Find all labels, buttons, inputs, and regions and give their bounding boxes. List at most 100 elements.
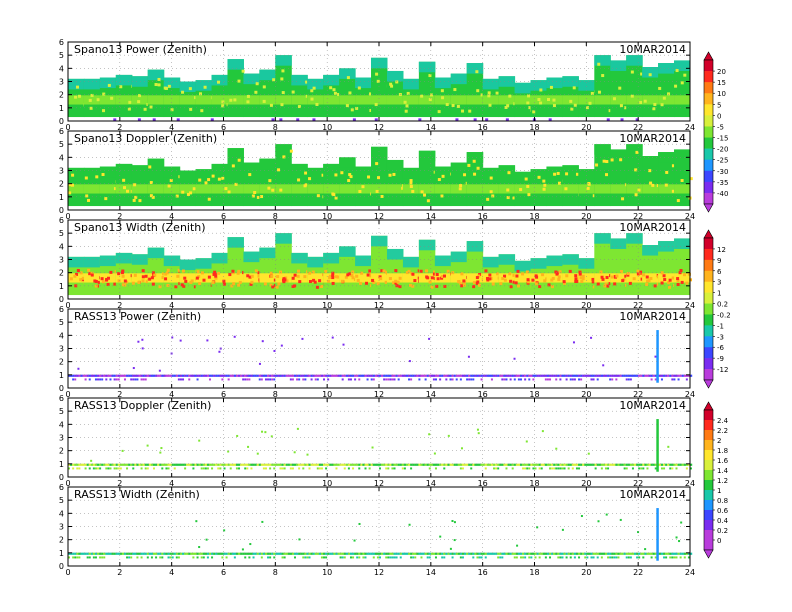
scatter-point — [507, 374, 510, 377]
scatter-point — [640, 467, 643, 470]
heat-cell — [369, 108, 373, 112]
scatter-point — [447, 434, 450, 437]
scatter-point — [447, 552, 450, 555]
scatter-point — [126, 552, 129, 555]
heat-top-band — [275, 233, 292, 244]
scatter-point — [687, 463, 691, 466]
y-tick-label: 5 — [59, 229, 64, 238]
scatter-point — [638, 374, 641, 377]
heat-cell — [357, 86, 361, 90]
scatter-point — [308, 556, 311, 559]
scatter-point — [223, 529, 226, 532]
scatter-point — [677, 378, 680, 381]
heat-cell — [671, 189, 675, 193]
scatter-point — [306, 453, 309, 456]
scatter-point — [408, 360, 411, 363]
heat-cell — [547, 283, 551, 287]
scatter-point — [136, 378, 139, 381]
heat-cell — [562, 280, 566, 284]
heat-cell — [591, 277, 595, 281]
scatter-point — [385, 378, 388, 381]
scatter-point — [109, 463, 112, 466]
scatter-point — [354, 378, 357, 381]
colorbar-label: -20 — [717, 146, 728, 154]
heat-cell — [151, 271, 155, 275]
heat-cell — [346, 76, 350, 80]
scatter-point — [623, 467, 626, 470]
scatter-point — [140, 378, 143, 381]
scatter-point — [586, 374, 589, 377]
scatter-point — [177, 463, 181, 466]
scatter-point — [685, 552, 689, 555]
scatter-point — [565, 463, 568, 466]
heat-top-band — [68, 256, 85, 268]
heat-top-band — [546, 166, 563, 178]
scatter-point — [84, 378, 87, 381]
scatter-point — [262, 463, 266, 466]
scatter-point — [561, 552, 564, 555]
scatter-point — [575, 463, 579, 466]
scatter-point — [553, 467, 556, 470]
scatter-point — [271, 374, 274, 377]
heat-core-band — [307, 273, 324, 283]
heat-cell — [126, 189, 130, 193]
scatter-point — [561, 528, 564, 531]
heat-cell — [183, 276, 187, 280]
colorbar-swatch — [704, 369, 713, 381]
heat-cell — [90, 273, 94, 277]
heat-cell — [394, 269, 398, 273]
scatter-point — [675, 556, 678, 559]
scatter-point — [182, 552, 185, 555]
heat-cell — [110, 96, 114, 100]
scatter-point — [578, 378, 581, 381]
heat-cell — [660, 281, 664, 285]
scatter-point — [636, 374, 639, 377]
scatter-point — [130, 552, 133, 555]
scatter-point — [173, 467, 176, 470]
scatter-point — [536, 463, 539, 466]
scatter-point — [99, 374, 102, 377]
scatter-point — [146, 556, 149, 559]
heat-cell — [601, 74, 605, 78]
scatter-point — [291, 552, 295, 555]
scatter-point — [544, 552, 548, 555]
scatter-point — [76, 463, 79, 466]
heat-cell — [676, 283, 680, 287]
scatter-point — [136, 463, 139, 466]
heat-core-band — [275, 95, 292, 105]
scatter-point — [459, 463, 463, 466]
scatter-point — [256, 452, 259, 455]
scatter-point — [325, 552, 328, 555]
scatter-point — [325, 467, 328, 470]
scatter-point — [501, 552, 504, 555]
scatter-point — [366, 463, 369, 466]
y-tick-label: 2 — [59, 91, 64, 100]
scatter-point — [235, 467, 238, 470]
heat-core-band — [434, 95, 452, 105]
x-tick-label: 12 — [374, 568, 384, 577]
heat-cell — [605, 160, 609, 164]
colorbar-label: 0 — [717, 112, 721, 120]
heat-cell — [217, 271, 221, 275]
scatter-point — [296, 427, 299, 430]
scatter-point — [555, 552, 558, 555]
heat-top-band — [498, 76, 516, 87]
scatter-point — [617, 552, 620, 555]
heat-cell — [610, 158, 614, 162]
y-tick-label: 6 — [59, 483, 64, 492]
scatter-point — [631, 552, 635, 555]
heat-cell — [207, 197, 211, 201]
heat-cell — [81, 276, 85, 280]
scatter-point — [685, 378, 688, 381]
scatter-point — [604, 467, 607, 470]
scatter-point — [293, 463, 297, 466]
heat-cell — [334, 275, 338, 279]
scatter-point — [72, 463, 75, 466]
scatter-point — [217, 463, 220, 466]
heat-core-band — [626, 184, 643, 194]
heat-cell — [123, 186, 127, 190]
scatter-point — [497, 374, 500, 377]
scatter-point — [150, 463, 154, 466]
scatter-point — [410, 378, 413, 381]
